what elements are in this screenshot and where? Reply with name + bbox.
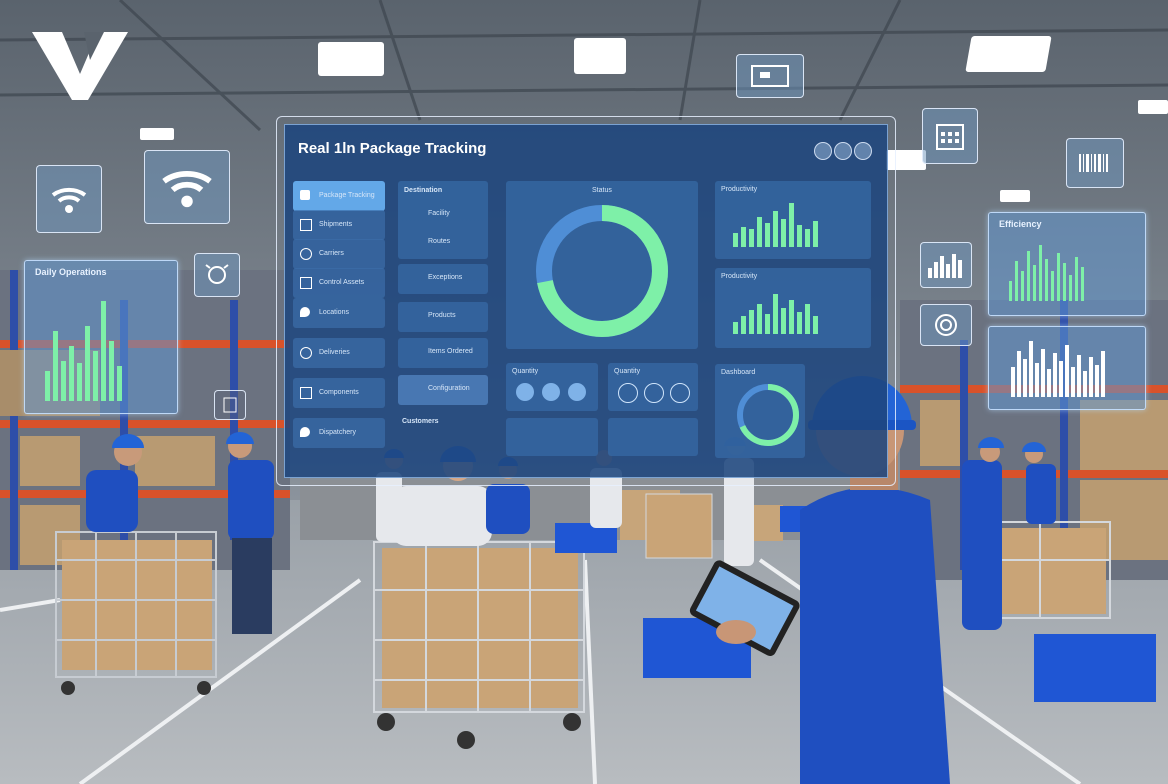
panel-title: Daily Operations bbox=[35, 267, 107, 277]
nav-item-carriers[interactable]: Carriers bbox=[293, 239, 385, 269]
volume-panel bbox=[988, 326, 1146, 410]
quantity-card: Quantity bbox=[506, 363, 598, 411]
status-card bbox=[608, 418, 698, 456]
brand-logo bbox=[32, 32, 128, 100]
document-icon bbox=[214, 390, 246, 420]
wifi-icon bbox=[144, 150, 230, 224]
destination-list bbox=[398, 181, 488, 259]
info-button[interactable] bbox=[814, 142, 832, 160]
share-button[interactable] bbox=[854, 142, 872, 160]
calendar-icon bbox=[922, 108, 978, 164]
nav-item-control-assets[interactable]: Control Assets bbox=[293, 268, 385, 298]
monitor-icon bbox=[736, 54, 804, 98]
list-item[interactable]: Routes bbox=[428, 238, 451, 245]
list-item-card[interactable]: Exceptions bbox=[398, 264, 488, 294]
list-item-card[interactable]: Items Ordered bbox=[398, 338, 488, 368]
settings-button[interactable] bbox=[834, 142, 852, 160]
status-donut-card: Status bbox=[506, 181, 698, 349]
list-item-card[interactable]: Products bbox=[398, 302, 488, 332]
productivity-chart: Productivity bbox=[715, 268, 871, 348]
panel-title: Efficiency bbox=[999, 219, 1042, 229]
dashboard-frame bbox=[276, 116, 896, 486]
nav-item-components[interactable]: Components bbox=[293, 378, 385, 408]
nav-item-locations[interactable]: Locations bbox=[293, 298, 385, 328]
nav-item-package-tracking[interactable]: Package Tracking bbox=[293, 181, 385, 211]
nav-item-shipments[interactable]: Shipments bbox=[293, 210, 385, 240]
list-item[interactable]: Facility bbox=[428, 210, 450, 217]
list-footer: Customers bbox=[402, 418, 439, 425]
nav-item-dispatchery[interactable]: Dispatchery bbox=[293, 418, 385, 448]
chart-icon bbox=[920, 242, 972, 288]
quantity-card: Quantity bbox=[608, 363, 698, 411]
dashboard-mini-donut: Dashboard bbox=[715, 364, 805, 458]
status-donut bbox=[536, 205, 668, 337]
dashboard-title: Real 1ln Package Tracking bbox=[298, 140, 487, 157]
operations-panel: Daily Operations bbox=[24, 260, 178, 414]
productivity-chart: Productivity bbox=[715, 181, 871, 259]
robot-icon bbox=[194, 253, 240, 297]
status-card bbox=[506, 418, 598, 456]
list-header: Destination bbox=[404, 187, 443, 194]
efficiency-panel: Efficiency bbox=[988, 212, 1146, 316]
list-item-card[interactable]: Configuration bbox=[398, 375, 488, 405]
barcode-icon bbox=[1066, 138, 1124, 188]
nav-item-deliveries[interactable]: Deliveries bbox=[293, 338, 385, 368]
wifi-icon bbox=[36, 165, 102, 233]
target-icon bbox=[920, 304, 972, 346]
donut-label: Status bbox=[592, 187, 612, 194]
